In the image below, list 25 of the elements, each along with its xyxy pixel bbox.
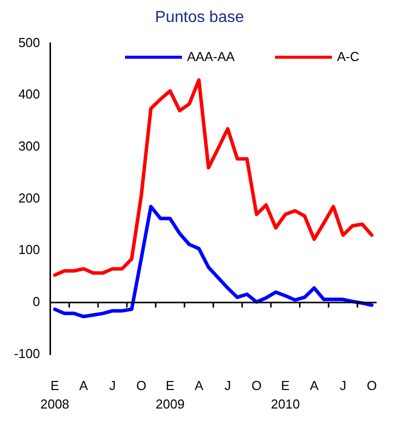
x-tick-label: O (136, 378, 146, 393)
x-tick-label: J (340, 378, 346, 393)
y-tick-label: 100 (18, 242, 40, 258)
x-tick-label: E (281, 378, 290, 393)
x-tick-label: J (224, 378, 231, 393)
chart-title: Puntos base (155, 9, 244, 26)
x-tick-label: O (366, 378, 377, 393)
x-tick-label: J (109, 378, 116, 393)
x-tick-label: E (166, 378, 175, 393)
text: 2009 (156, 396, 185, 412)
x-tick-label: A (79, 378, 88, 393)
text: 2010 (270, 396, 300, 412)
text: 2008 (40, 396, 70, 412)
x-tick-label: A (310, 378, 319, 393)
legend-label: AAA-AA (187, 48, 236, 64)
x-tick-label: O (251, 378, 262, 393)
y-tick-label: -100 (14, 346, 40, 361)
legend-label: A-C (337, 48, 360, 64)
y-tick-label: 300 (18, 138, 40, 154)
y-tick-label: 400 (18, 86, 40, 102)
y-tick-label: 200 (18, 190, 40, 206)
x-tick-label: E (50, 378, 60, 393)
y-tick-label: 0 (32, 294, 40, 310)
y-tick-label: 500 (18, 34, 40, 50)
x-tick-label: A (194, 378, 204, 393)
